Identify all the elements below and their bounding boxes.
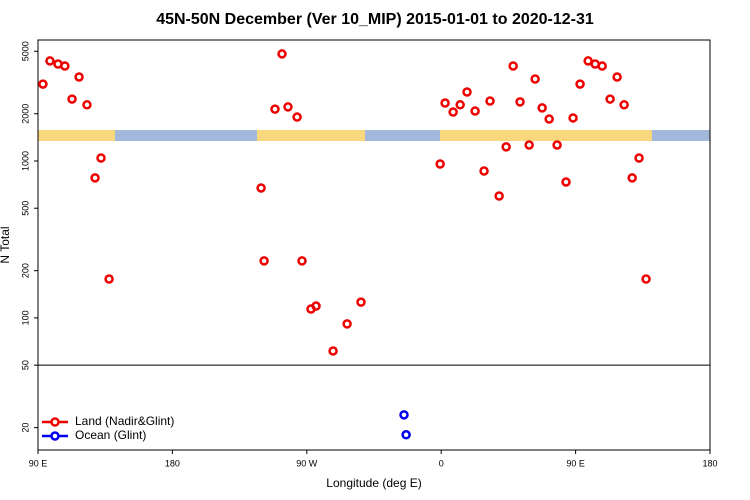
point — [96, 153, 106, 163]
point — [501, 142, 511, 152]
map-strip — [38, 130, 710, 141]
y-tick-label: 2000 — [20, 104, 30, 124]
point — [45, 56, 55, 66]
x-tick-label: 90 E — [566, 458, 585, 468]
x-tick-label: 180 — [702, 458, 717, 468]
point — [74, 72, 84, 82]
y-tick-label: 50 — [20, 360, 30, 370]
point — [575, 79, 585, 89]
x-tick-label: 90 W — [296, 458, 318, 468]
point — [561, 177, 571, 187]
point — [440, 98, 450, 108]
point — [537, 103, 547, 113]
point — [612, 72, 622, 82]
plot-frame — [37, 39, 711, 451]
y-tick-label: 20 — [20, 423, 30, 433]
point — [494, 191, 504, 201]
point — [82, 100, 92, 110]
point — [508, 61, 518, 71]
y-axis-label: N Total — [0, 226, 12, 263]
x-axis-label: Longitude (deg E) — [326, 476, 421, 490]
legend-marker — [50, 417, 60, 427]
x-tick-label: 90 E — [29, 458, 48, 468]
x-tick-label: 0 — [439, 458, 444, 468]
point — [435, 159, 445, 169]
y-tick-label: 1000 — [20, 151, 30, 171]
point — [270, 104, 280, 114]
point — [641, 274, 651, 284]
point — [259, 256, 269, 266]
point — [104, 274, 114, 284]
point — [530, 74, 540, 84]
y-tick-label: 5000 — [20, 41, 30, 61]
point — [544, 114, 554, 124]
point — [292, 112, 302, 122]
point — [634, 153, 644, 163]
point — [479, 166, 489, 176]
point — [515, 97, 525, 107]
legend-label: Ocean (Glint) — [75, 428, 146, 442]
point — [60, 61, 70, 71]
point — [619, 100, 629, 110]
point — [627, 173, 637, 183]
point — [342, 319, 352, 329]
point — [256, 183, 266, 193]
point — [399, 410, 409, 420]
point — [277, 49, 287, 59]
point — [462, 87, 472, 97]
point — [568, 113, 578, 123]
x-tick-label: 180 — [165, 458, 180, 468]
point — [470, 106, 480, 116]
point — [455, 100, 465, 110]
legend-marker — [50, 431, 60, 441]
point — [552, 140, 562, 150]
point — [605, 94, 615, 104]
point — [597, 61, 607, 71]
point — [67, 94, 77, 104]
point — [448, 107, 458, 117]
chart-title: 45N-50N December (Ver 10_MIP) 2015-01-01… — [156, 11, 594, 28]
point — [283, 102, 293, 112]
point — [485, 96, 495, 106]
point — [328, 346, 338, 356]
y-tick-label: 500 — [20, 201, 30, 216]
legend-label: Land (Nadir&Glint) — [75, 414, 174, 428]
point — [90, 173, 100, 183]
point — [524, 140, 534, 150]
y-tick-label: 200 — [20, 263, 30, 278]
point — [297, 256, 307, 266]
point — [401, 430, 411, 440]
y-tick-label: 100 — [20, 310, 30, 325]
point — [356, 297, 366, 307]
point — [38, 79, 48, 89]
point — [311, 301, 321, 311]
